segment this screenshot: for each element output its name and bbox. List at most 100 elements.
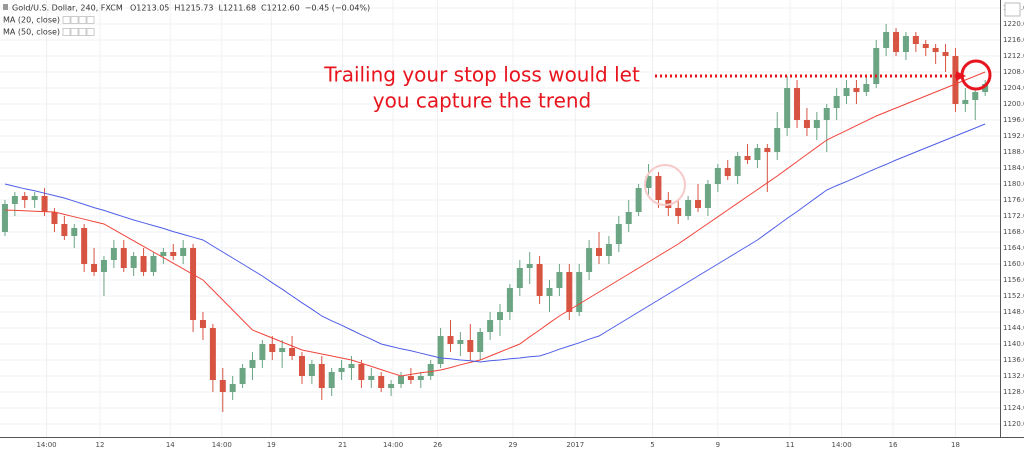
stop-circle bbox=[960, 59, 992, 91]
x-tick-label: 12 bbox=[96, 441, 105, 449]
candle-body bbox=[744, 156, 751, 160]
x-tick-label: 14:00 bbox=[383, 441, 403, 449]
legend-button bbox=[62, 28, 71, 36]
candle-body bbox=[516, 268, 523, 288]
legend-label: MA (20, close) bbox=[3, 16, 60, 25]
ohlc-header: O1213.05 H1215.73 L1211.68 C1212.60 −0.45 (−… bbox=[130, 4, 370, 13]
y-tick-label: 1204.00 bbox=[1003, 84, 1024, 92]
y-tick-label: 1120.00 bbox=[1003, 420, 1024, 428]
collapse-icon[interactable] bbox=[3, 4, 8, 10]
x-tick-label: 11 bbox=[786, 441, 795, 449]
candle-body bbox=[150, 256, 157, 272]
candle-body bbox=[81, 228, 88, 264]
settings-button[interactable] bbox=[1004, 2, 1021, 17]
x-tick-label: 2017 bbox=[566, 441, 584, 449]
x-tick-label: 14:00 bbox=[831, 441, 851, 449]
candle-body bbox=[51, 212, 58, 224]
candle-body bbox=[962, 100, 969, 104]
candle-body bbox=[31, 196, 38, 200]
x-tick-label: 18 bbox=[951, 441, 960, 449]
x-tick-label: 19 bbox=[267, 441, 276, 449]
candle-body bbox=[675, 208, 682, 216]
candle-body bbox=[239, 368, 246, 384]
annotation: you capture the trend bbox=[373, 89, 592, 113]
candle-body bbox=[625, 212, 632, 224]
x-tick-label: 14:00 bbox=[212, 441, 232, 449]
candle-body bbox=[952, 56, 959, 104]
candle-body bbox=[209, 328, 216, 380]
candle-body bbox=[893, 32, 900, 52]
candle-body bbox=[932, 48, 939, 52]
candle-body bbox=[566, 272, 573, 312]
candle-body bbox=[61, 224, 68, 236]
candle-body bbox=[685, 200, 692, 216]
legend-button bbox=[78, 28, 87, 36]
candle-body bbox=[348, 364, 355, 368]
candle-body bbox=[120, 248, 127, 268]
grid bbox=[0, 0, 1000, 437]
candle-body bbox=[249, 360, 256, 368]
candle-body bbox=[972, 92, 979, 100]
candle-body bbox=[259, 344, 266, 360]
candle-body bbox=[833, 96, 840, 108]
candle-body bbox=[576, 272, 583, 312]
candle-body bbox=[338, 368, 345, 372]
candle-body bbox=[427, 364, 434, 376]
legend-button bbox=[86, 28, 95, 36]
candle-body bbox=[655, 176, 662, 200]
candle-body bbox=[437, 336, 444, 364]
legend-label: MA (50, close) bbox=[3, 28, 60, 37]
candle-body bbox=[695, 200, 702, 208]
x-tick-label: 9 bbox=[716, 441, 720, 449]
candle-body bbox=[110, 248, 117, 260]
y-tick-label: 1192.00 bbox=[1003, 132, 1024, 140]
y-tick-label: 1180.00 bbox=[1003, 180, 1024, 188]
candle-body bbox=[704, 184, 711, 208]
candle-body bbox=[883, 32, 890, 48]
candle-body bbox=[170, 252, 177, 256]
y-tick-label: 1128.00 bbox=[1003, 388, 1024, 396]
y-tick-label: 1216.00 bbox=[1003, 36, 1024, 44]
y-tick-label: 1176.00 bbox=[1003, 196, 1024, 204]
y-tick-label: 1144.00 bbox=[1003, 324, 1024, 332]
candle-body bbox=[397, 376, 404, 384]
y-tick-label: 1132.00 bbox=[1003, 372, 1024, 380]
y-tick-label: 1164.00 bbox=[1003, 244, 1024, 252]
candle-body bbox=[912, 36, 919, 44]
x-tick-label: 14 bbox=[166, 441, 175, 449]
candle-body bbox=[229, 384, 236, 392]
y-tick-label: 1168.00 bbox=[1003, 228, 1024, 236]
plot bbox=[1, 24, 989, 412]
candle-body bbox=[298, 356, 305, 376]
candle-body bbox=[368, 376, 375, 380]
moving-average-line bbox=[4, 123, 986, 363]
candle-body bbox=[556, 272, 563, 288]
x-tick-label: 16 bbox=[889, 441, 898, 449]
y-tick-label: 1184.00 bbox=[1003, 164, 1024, 172]
legend-button bbox=[62, 16, 71, 24]
candle-body bbox=[724, 168, 731, 176]
candle-body bbox=[764, 148, 771, 152]
candle-body bbox=[615, 224, 622, 244]
moving-average-line bbox=[4, 71, 986, 377]
candle-body bbox=[100, 260, 107, 272]
y-tick-label: 1172.00 bbox=[1003, 212, 1024, 220]
y-tick-label: 1152.00 bbox=[1003, 292, 1024, 300]
candle-body bbox=[91, 264, 98, 272]
candle-body bbox=[823, 108, 830, 120]
ohlc-value: C1212.60 bbox=[261, 4, 300, 13]
candle-body bbox=[447, 336, 454, 344]
y-tick-label: 1188.00 bbox=[1003, 148, 1024, 156]
candle-body bbox=[279, 348, 286, 352]
candle-body bbox=[358, 364, 365, 380]
candle-body bbox=[586, 248, 593, 272]
candle-body bbox=[645, 176, 652, 188]
y-tick-label: 1196.00 bbox=[1003, 116, 1024, 124]
ohlc-value: L1211.68 bbox=[219, 4, 257, 13]
candle-body bbox=[526, 264, 533, 268]
candle-body bbox=[308, 364, 315, 376]
highlight-circle bbox=[644, 164, 686, 206]
candle-body bbox=[378, 376, 385, 388]
y-tick-label: 1208.00 bbox=[1003, 68, 1024, 76]
